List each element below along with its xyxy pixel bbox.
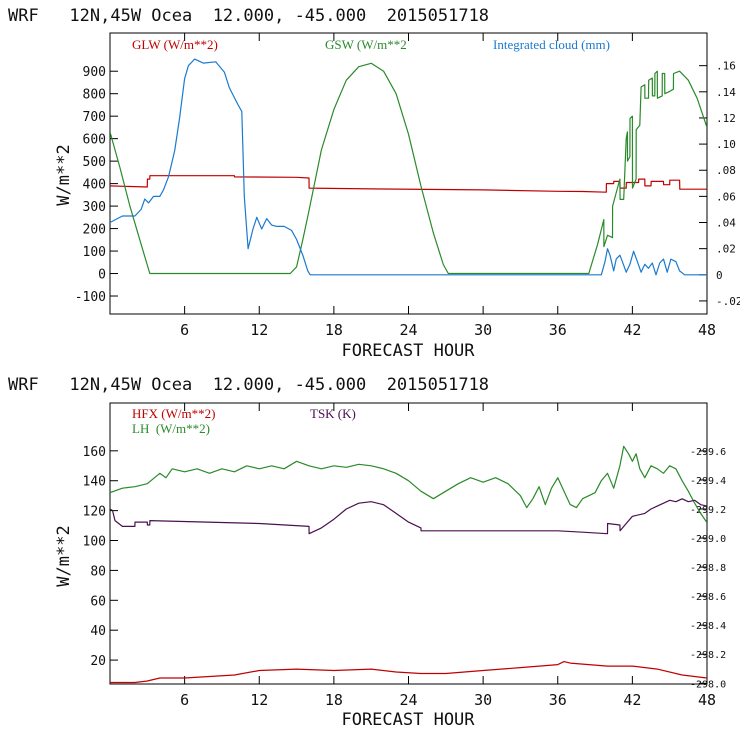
x-tick-label: 48 [698, 321, 716, 339]
y-tick-label: 900 [83, 65, 106, 80]
y2-tick-label: -298.6 [690, 592, 726, 603]
y-tick-label: 120 [83, 505, 106, 520]
y-tick-label: 20 [90, 654, 106, 669]
y2-tick-label: 0 [716, 269, 723, 282]
bottom-series-lines [110, 445, 707, 684]
series-line-lh [110, 445, 707, 523]
x-tick-label: 48 [698, 691, 716, 709]
y2-tick-label: .08 [716, 164, 736, 177]
bottom-axes: 6 12 18 24 30 36 42 48 20 40 60 80 100 120 140 160 -298.… [83, 403, 726, 709]
x-tick-label: 30 [474, 691, 492, 709]
y-tick-label: 600 [83, 133, 106, 148]
x-tick-label: 12 [250, 321, 268, 339]
top-panel-header: WRF 12N,45W Ocea 12.000, -45.000 2015051… [8, 6, 489, 26]
bottom-plot-frame [109, 402, 708, 685]
y-tick-label: 500 [83, 155, 106, 170]
top-plot-frame [109, 32, 708, 315]
y2-tick-label: -298.0 [690, 679, 726, 690]
x-tick-label: 12 [250, 691, 268, 709]
series-line-hfx [110, 661, 707, 684]
x-tick-label: 18 [325, 691, 343, 709]
y2-tick-label: -298.2 [690, 650, 726, 661]
y2-tick-label: -299.2 [690, 505, 726, 516]
legend-lh: LH (W/m**2) [132, 421, 210, 436]
y2-tick-label: .10 [716, 138, 736, 151]
y-tick-label: 0 [98, 268, 106, 283]
y-tick-label: 100 [83, 535, 106, 550]
legend-integrated-cloud: Integrated cloud (mm) [493, 37, 610, 52]
series-line-glw [110, 175, 707, 193]
legend-hfx: HFX (W/m**2) [132, 406, 215, 421]
y2-tick-label: -298.4 [690, 621, 726, 632]
series-line-integrated [110, 58, 707, 276]
x-tick-label: 42 [623, 321, 641, 339]
y2-tick-label: .02 [716, 243, 736, 256]
x-tick-label: 6 [180, 691, 189, 709]
series-line-tsk [110, 498, 707, 535]
y-tick-label: 100 [83, 245, 106, 260]
legend-glw: GLW (W/m**2) [132, 37, 218, 52]
y-tick-label: 140 [83, 475, 106, 490]
x-tick-label: 36 [549, 691, 567, 709]
bottom-panel: WRF 12N,45W Ocea 12.000, -45.000 2015051… [8, 375, 726, 730]
y-tick-label: -100 [75, 290, 106, 305]
top-panel: WRF 12N,45W Ocea 12.000, -45.000 2015051… [8, 6, 740, 361]
top-x-axis-label: FORECAST HOUR [341, 341, 475, 361]
y2-tick-label: .04 [716, 217, 736, 230]
x-tick-label: 6 [180, 321, 189, 339]
y2-tick-label: .14 [716, 86, 736, 99]
x-tick-label: 24 [399, 321, 417, 339]
top-series-lines [110, 58, 707, 276]
y-tick-label: 200 [83, 223, 106, 238]
y2-tick-label: .12 [716, 112, 736, 125]
y-tick-label: 40 [90, 624, 106, 639]
y-tick-label: 160 [83, 445, 106, 460]
y-tick-label: 80 [90, 564, 106, 579]
bottom-x-axis-label: FORECAST HOUR [341, 710, 475, 730]
y-tick-label: 60 [90, 594, 106, 609]
y-tick-label: 700 [83, 110, 106, 125]
y2-tick-label: -.02 [716, 295, 740, 308]
series-line-gsw [110, 62, 707, 275]
x-tick-label: 30 [474, 321, 492, 339]
y2-tick-label: -299.4 [690, 476, 726, 487]
y-tick-label: 400 [83, 178, 106, 193]
legend-gsw: GSW (W/m**2 [325, 37, 407, 52]
y2-tick-label: .16 [716, 60, 736, 73]
y2-tick-label: -299.6 [690, 447, 726, 458]
y2-tick-label: -298.8 [690, 563, 726, 574]
bottom-panel-header: WRF 12N,45W Ocea 12.000, -45.000 2015051… [8, 375, 489, 395]
x-tick-label: 42 [623, 691, 641, 709]
legend-tsk: TSK (K) [310, 406, 356, 421]
y-tick-label: 800 [83, 88, 106, 103]
x-tick-label: 24 [399, 691, 417, 709]
x-tick-label: 18 [325, 321, 343, 339]
bottom-y-axis-label: W/m**2 [54, 525, 74, 586]
y2-tick-label: .06 [716, 190, 736, 203]
top-axes: 6 12 18 24 30 36 42 48 -100 0 100 200 300 400 500 600 70… [75, 33, 740, 339]
x-tick-label: 36 [549, 321, 567, 339]
top-y-axis-label: W/m**2 [54, 144, 74, 205]
y-tick-label: 300 [83, 200, 106, 215]
y2-tick-label: -299.0 [690, 534, 726, 545]
